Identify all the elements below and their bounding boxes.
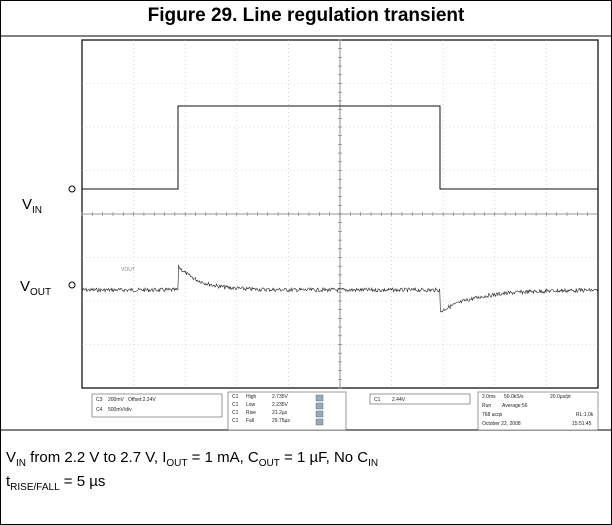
figure: Figure 29. Line regulation transient VIN… <box>0 0 612 525</box>
figure-title: Figure 29. Line regulation transient <box>148 5 465 26</box>
vin-marker <box>69 186 75 192</box>
readout-text: C3 <box>96 397 103 403</box>
readout-text: 2.235V <box>272 402 289 408</box>
readout-text: Low <box>246 402 256 408</box>
readout-text: 500mV/div <box>108 407 132 413</box>
readout-text: 20.0µs/pt <box>550 394 571 400</box>
readout-text: 768 acqs <box>482 412 503 418</box>
readout-text: C1 <box>232 402 239 408</box>
readout-text: 2.735V <box>272 394 289 400</box>
trace-tag: VOUT <box>121 267 135 273</box>
readout-text: Rise <box>246 410 256 416</box>
vout-marker <box>69 282 75 288</box>
readout-text: High <box>246 394 257 400</box>
readout-text: 29.75µs <box>272 418 290 424</box>
readout-icon <box>316 403 323 409</box>
readout-text: 21.2µs <box>272 410 288 416</box>
readout-box <box>370 394 470 404</box>
readout-icon <box>316 411 323 417</box>
readout-text: 2.44V <box>392 397 406 403</box>
readout-text: C1 <box>232 394 239 400</box>
readout-text: C1 <box>232 418 239 424</box>
readout-text: October 22, 2008 <box>482 421 521 427</box>
readout-text: RL:1.0k <box>576 412 594 418</box>
scope-screen <box>82 40 598 388</box>
readout-text: C1 <box>374 397 381 403</box>
readout-text: C4 <box>96 407 103 413</box>
readout-text: C1 <box>232 410 239 416</box>
readout-text: Offset:2.24V <box>128 397 156 403</box>
readout-text: Average:56 <box>502 403 528 409</box>
readout-text: 15:51:45 <box>572 421 592 427</box>
readout-text: 200mV <box>108 397 125 403</box>
readout-text: Run <box>482 403 491 409</box>
readout-text: 50.0kS/s <box>504 394 524 400</box>
readout-text: 2.0ms <box>482 394 496 400</box>
readout-text: Fall <box>246 418 254 424</box>
readout-icon <box>316 419 323 425</box>
readout-icon <box>316 395 323 401</box>
